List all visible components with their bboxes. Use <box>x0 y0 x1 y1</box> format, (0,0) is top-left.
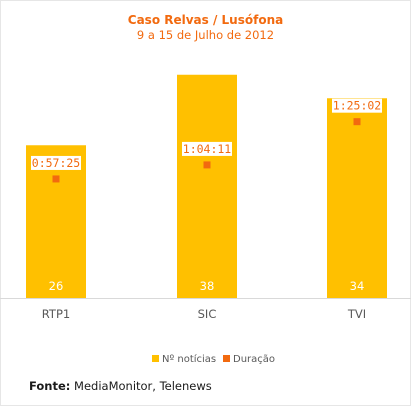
bar-rtp1 <box>26 145 86 298</box>
bar-sic <box>177 74 237 298</box>
bar-value-label: 34 <box>350 279 365 293</box>
duration-label: 1:25:02 <box>333 99 381 113</box>
duration-label-bg <box>332 98 382 113</box>
source-label: Fonte: <box>29 379 71 393</box>
category-label: TVI <box>347 307 366 321</box>
chart-subtitle: 9 a 15 de Julho de 2012 <box>136 28 275 42</box>
source-text: MediaMonitor, Telenews <box>70 379 212 393</box>
duration-label: 0:57:25 <box>32 156 80 170</box>
duration-label: 1:04:11 <box>183 142 232 156</box>
duration-point <box>52 175 60 183</box>
duration-label-bg <box>31 155 81 170</box>
chart-title: Caso Relvas / Lusófona <box>127 13 284 27</box>
bar-value-label: 26 <box>49 279 64 293</box>
category-label: RTP1 <box>42 307 70 321</box>
legend-label-bars: Nº notícias <box>162 353 216 365</box>
legend-label-duration: Duração <box>233 354 275 365</box>
duration-point <box>353 118 361 126</box>
legend-swatch-duration <box>223 355 230 362</box>
legend-swatch-bars <box>152 355 159 362</box>
source-note: Fonte: MediaMonitor, Telenews <box>29 379 212 393</box>
category-label: SIC <box>198 307 217 321</box>
duration-point <box>203 161 211 169</box>
duration-label-bg <box>182 141 232 156</box>
bar-tvi <box>327 98 387 298</box>
bar-value-label: 38 <box>200 279 215 293</box>
